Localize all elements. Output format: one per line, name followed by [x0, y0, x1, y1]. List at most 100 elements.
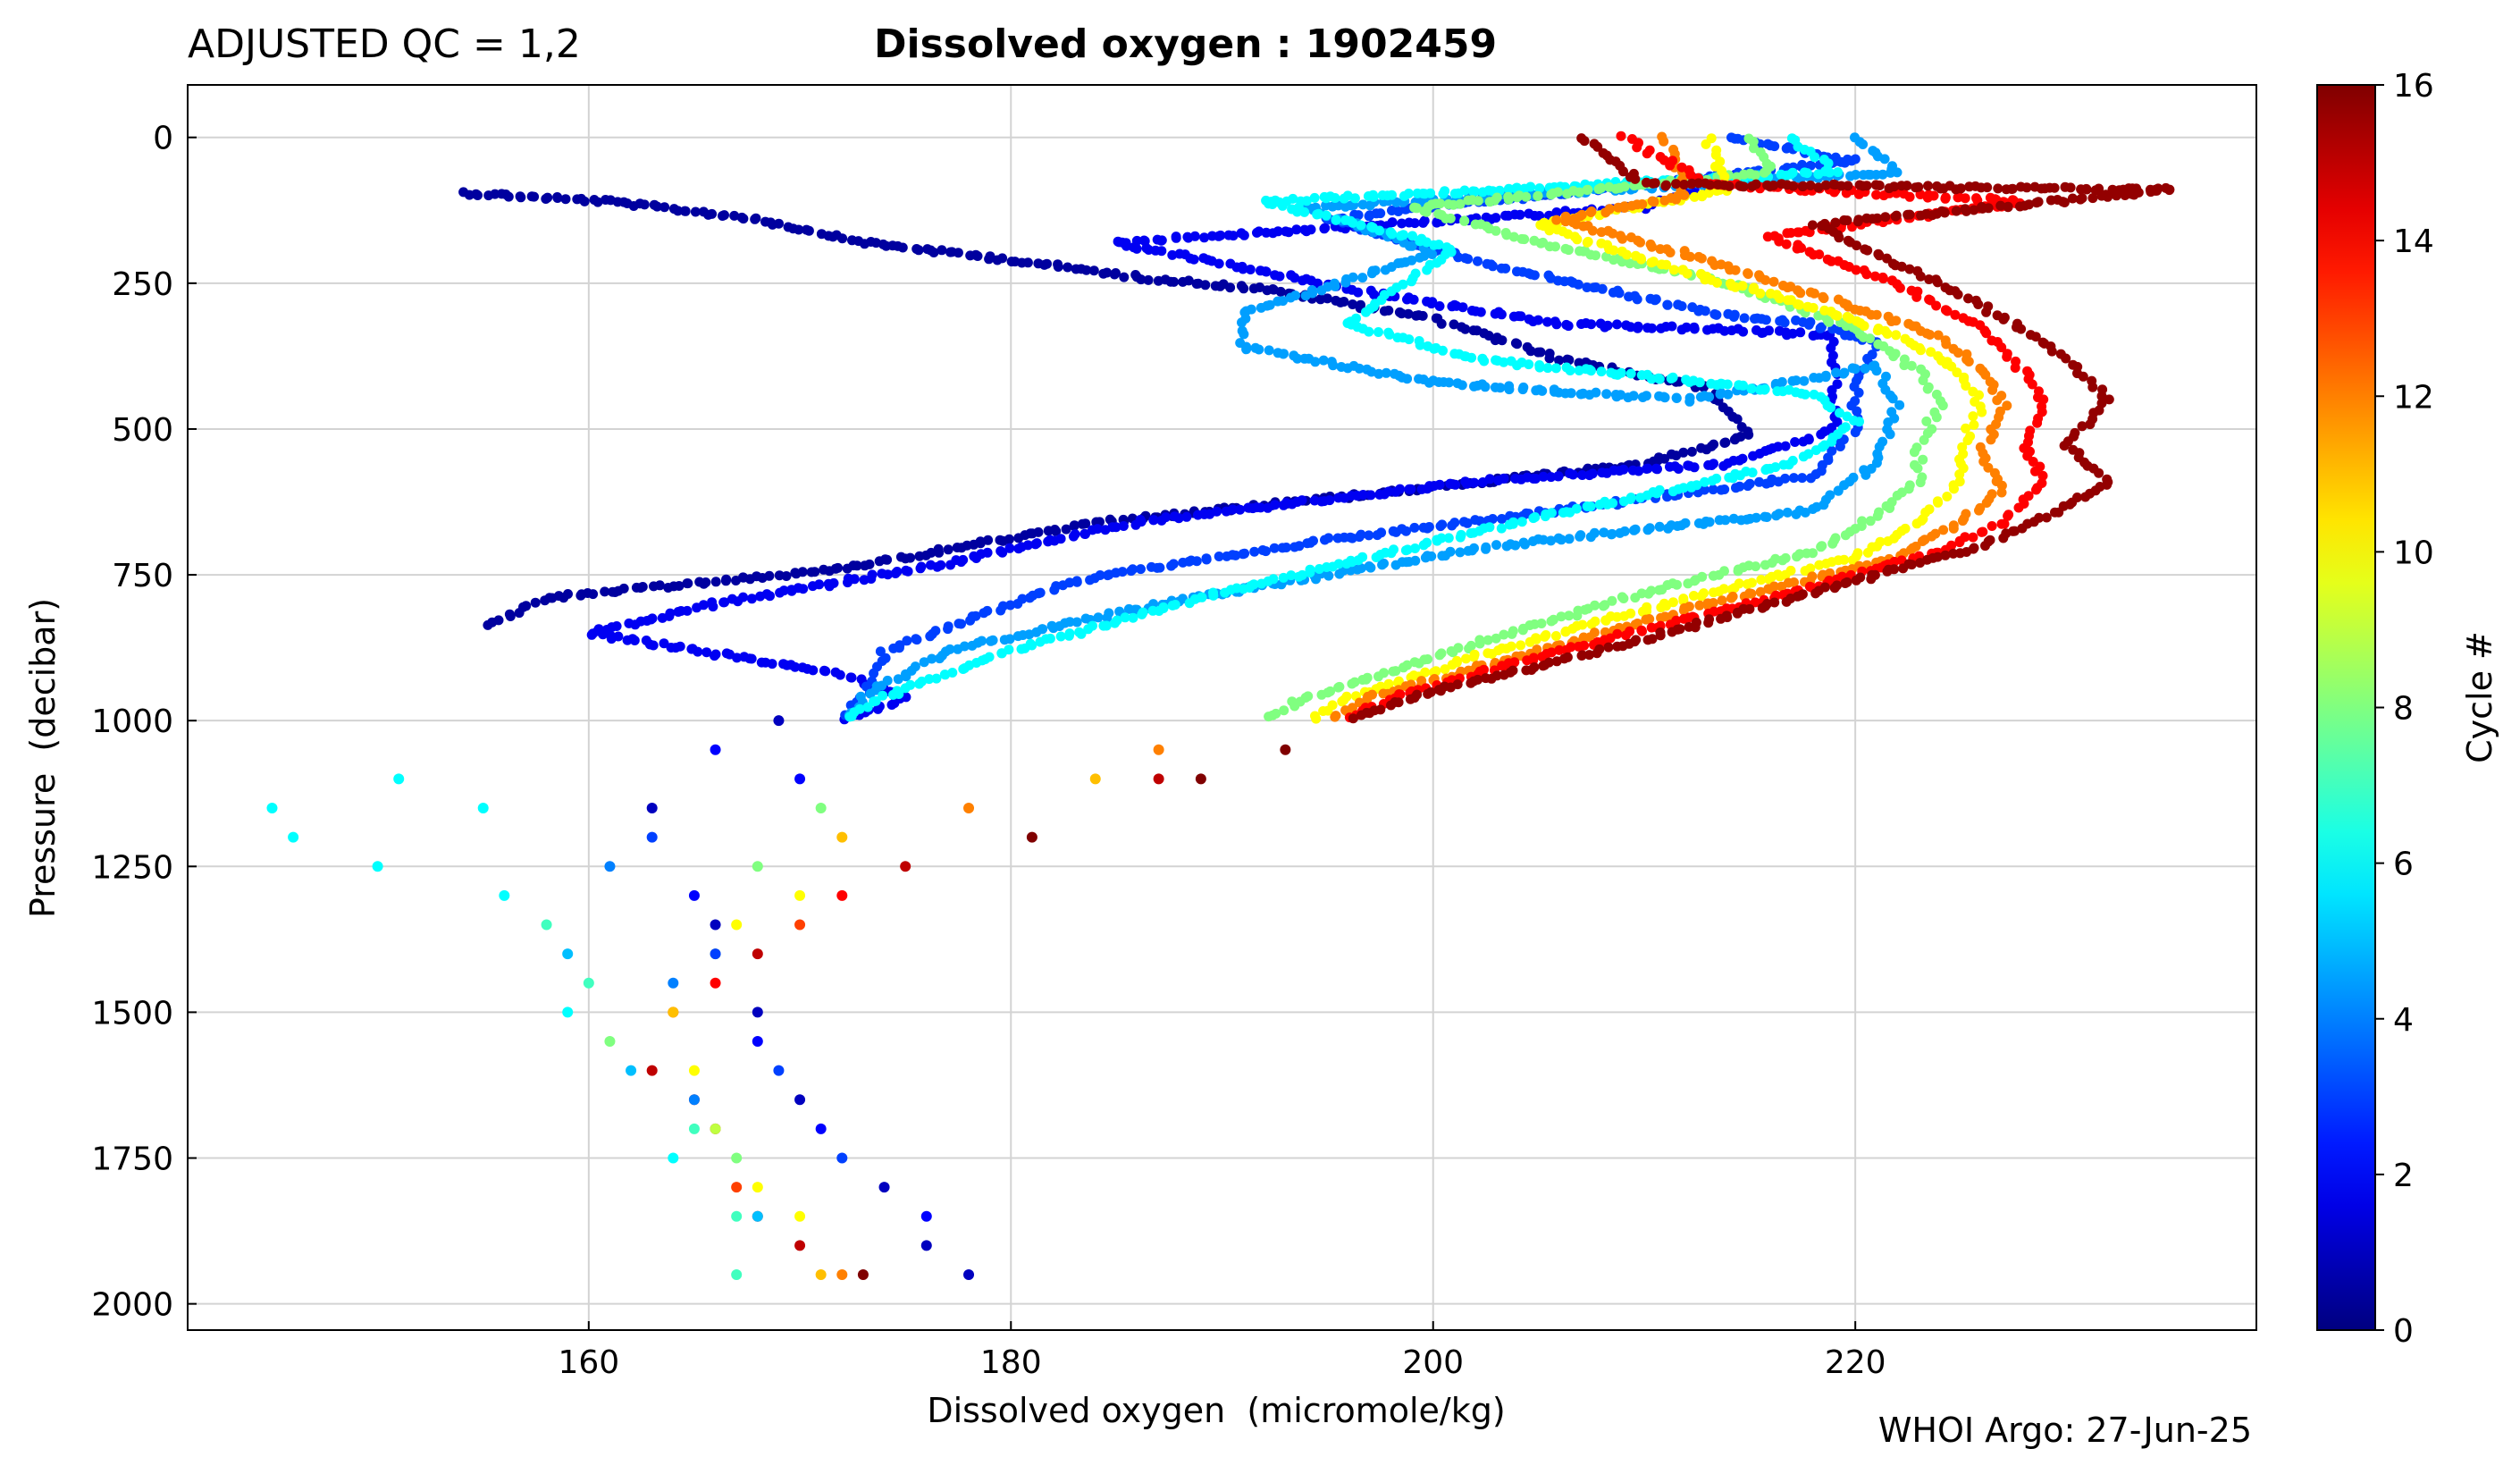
profile-point	[1665, 160, 1676, 171]
profile-point	[1931, 300, 1942, 311]
profile-point	[1941, 339, 1952, 350]
profile-point	[1743, 429, 1754, 440]
profile-point	[1987, 521, 1997, 531]
profile-point	[1593, 184, 1604, 195]
profile-point	[1718, 460, 1729, 471]
profile-point	[1750, 597, 1760, 608]
profile-point	[1309, 192, 1320, 203]
profile-point	[1551, 656, 1562, 667]
profile-point	[1423, 688, 1433, 699]
profile-point	[1455, 547, 1466, 558]
profile-point	[1858, 170, 1869, 181]
profile-point	[1996, 487, 2007, 498]
profile-point	[1540, 660, 1550, 670]
profile-point	[1850, 427, 1861, 438]
profile-point	[1081, 265, 1092, 275]
deep-sample-point	[710, 744, 721, 755]
profile-point	[2037, 470, 2048, 481]
profile-point	[1763, 584, 1774, 594]
profile-point	[1963, 293, 1973, 304]
profile-point	[1641, 614, 1651, 625]
profile-point	[1859, 321, 1869, 332]
profile-point	[721, 574, 732, 585]
profile-point	[1986, 434, 1996, 445]
profile-point	[808, 665, 819, 676]
profile-point	[1407, 231, 1417, 241]
profile-point	[1261, 266, 1272, 277]
profile-point	[1949, 484, 1959, 494]
profile-point	[1565, 366, 1575, 375]
profile-point	[902, 636, 912, 646]
profile-point	[2050, 507, 2060, 518]
profile-point	[774, 218, 784, 229]
profile-point	[727, 594, 737, 604]
profile-point	[1239, 548, 1250, 559]
profile-point	[1361, 307, 1371, 317]
profile-point	[1582, 185, 1592, 195]
profile-point	[1961, 423, 1971, 434]
deep-sample-point	[731, 1269, 743, 1281]
profile-point	[1330, 712, 1340, 722]
profile-point	[924, 674, 935, 685]
profile-point	[1627, 465, 1638, 476]
profile-point	[1722, 379, 1733, 390]
profile-point	[1913, 181, 1924, 192]
profile-point	[890, 569, 901, 578]
profile-point	[1152, 234, 1163, 245]
profile-point	[1969, 419, 1979, 430]
profile-point	[1449, 319, 1459, 330]
x-tick-label: 180	[980, 1344, 1042, 1381]
profile-point	[1120, 612, 1130, 623]
profile-point	[1551, 319, 1562, 330]
profile-point	[1461, 478, 1472, 489]
profile-point	[1667, 321, 1677, 332]
profile-point	[1497, 514, 1508, 524]
profile-point	[1961, 381, 1971, 391]
profile-point	[875, 646, 886, 657]
profile-point	[1131, 243, 1142, 254]
profile-point	[1309, 495, 1320, 506]
profile-point	[1390, 486, 1401, 497]
deep-sample-point	[731, 1210, 743, 1222]
profile-point	[844, 712, 855, 722]
profile-point	[746, 653, 757, 664]
profile-point	[1806, 473, 1816, 484]
profile-point	[1796, 242, 1806, 253]
profile-point	[1830, 217, 1841, 228]
profile-point	[1915, 558, 1926, 569]
profile-point	[1100, 525, 1111, 535]
profile-point	[1241, 344, 1252, 355]
profile-point	[775, 587, 785, 598]
profile-point	[1995, 200, 2006, 211]
profile-point	[1357, 199, 1368, 210]
x-axis-ticks: 160 180 200 220	[558, 1321, 1886, 1381]
profile-point	[1178, 557, 1189, 568]
profile-point	[1647, 241, 1657, 252]
profile-point	[1274, 271, 1285, 282]
profile-point	[1957, 516, 1968, 526]
profile-point	[1894, 400, 1905, 410]
profile-point	[2065, 182, 2076, 193]
profile-point	[731, 576, 741, 585]
profile-point	[1365, 200, 1375, 211]
y-tick-label: 1500	[91, 995, 173, 1032]
profile-point	[1779, 317, 1790, 328]
profile-point	[1069, 520, 1079, 531]
profile-point	[1819, 293, 1829, 304]
profile-point	[1612, 319, 1622, 330]
profile-point	[1341, 559, 1352, 569]
profile-point	[1356, 220, 1366, 231]
profile-point	[1790, 437, 1801, 447]
profile-point	[1754, 476, 1765, 487]
profile-point	[1650, 178, 1660, 189]
colorbar-tick-label: 14	[2393, 223, 2434, 260]
profile-point	[1191, 279, 1202, 289]
profile-point	[1525, 636, 1535, 647]
profile-point	[1499, 670, 1509, 680]
profile-point	[1839, 215, 1850, 225]
profile-point	[1871, 309, 1882, 320]
deep-sample-point	[668, 1152, 679, 1164]
profile-point	[1700, 306, 1710, 316]
profile-point	[1491, 633, 1501, 644]
profile-point	[1460, 324, 1471, 334]
